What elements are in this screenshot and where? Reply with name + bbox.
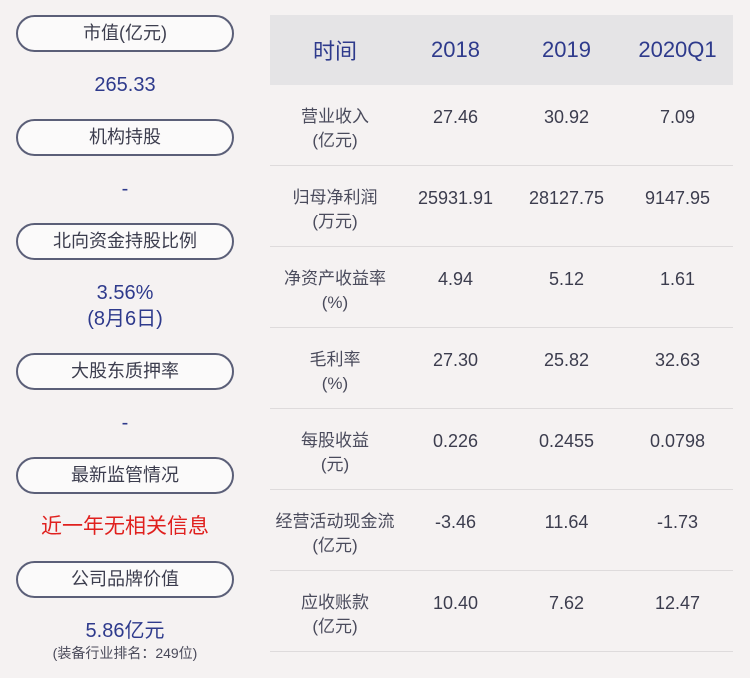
regulation-value: 近一年无相关信息 xyxy=(41,515,209,538)
row-value: 25931.91 xyxy=(417,188,494,208)
row-label: 每股收益 (元) xyxy=(270,429,400,477)
table-row: 净资产收益率 (%) 4.94 5.12 1.61 xyxy=(270,247,733,328)
company-summary-panel: 市值(亿元) 265.33 机构持股 - 北向资金持股比例 3.56% (8月6… xyxy=(0,0,250,678)
row-value: 4.94 xyxy=(437,269,474,289)
row-value: 25.82 xyxy=(543,350,590,370)
row-label-name: 经营活动现金流 xyxy=(275,512,395,531)
row-value: -3.46 xyxy=(434,512,477,532)
header-time: 时间 xyxy=(312,39,357,64)
row-label: 经营活动现金流 (亿元) xyxy=(270,510,400,558)
row-label-name: 归母净利润 xyxy=(292,188,378,207)
row-label-name: 营业收入 xyxy=(301,107,369,126)
header-2018: 2018 xyxy=(431,37,480,62)
row-value: 30.92 xyxy=(543,107,590,127)
row-label: 净资产收益率 (%) xyxy=(270,267,400,315)
financial-table: 时间 2018 2019 2020Q1 营业收入 (亿元) 27.46 30.92 7.… xyxy=(270,15,733,652)
row-label-unit: (%) xyxy=(321,374,349,393)
row-label: 归母净利润 (万元) xyxy=(270,186,400,234)
header-2019: 2019 xyxy=(542,37,591,62)
row-label: 营业收入 (亿元) xyxy=(270,105,400,153)
table-header: 时间 2018 2019 2020Q1 xyxy=(270,15,733,85)
row-label-name: 应收账款 xyxy=(301,593,369,612)
brand-value: 5.86亿元 xyxy=(85,620,165,642)
table-row: 应收账款 (亿元) 10.40 7.62 12.47 xyxy=(270,571,733,652)
northbound-ratio-label: 北向资金持股比例 xyxy=(16,223,234,260)
northbound-ratio-date: (8月6日) xyxy=(87,308,163,330)
row-label-name: 净资产收益率 xyxy=(284,269,386,288)
row-value: 12.47 xyxy=(654,593,701,613)
row-value: 11.64 xyxy=(544,512,589,532)
table-row: 营业收入 (亿元) 27.46 30.92 7.09 xyxy=(270,85,733,166)
institution-holding-value: - xyxy=(121,178,129,200)
northbound-ratio-value: 3.56% xyxy=(96,282,154,304)
row-value: 32.63 xyxy=(654,350,701,370)
pledge-ratio-value: - xyxy=(121,412,129,434)
pledge-ratio-label: 大股东质押率 xyxy=(16,353,234,390)
header-2020q1: 2020Q1 xyxy=(638,37,717,62)
table-row: 经营活动现金流 (亿元) -3.46 11.64 -1.73 xyxy=(270,490,733,571)
row-value: -1.73 xyxy=(656,512,699,532)
row-label-name: 毛利率 xyxy=(309,350,361,369)
row-label: 毛利率 (%) xyxy=(270,348,400,396)
row-value: 10.40 xyxy=(432,593,479,613)
brand-rank-note: (装备行业排名：249位) xyxy=(52,645,198,661)
table-row: 每股收益 (元) 0.226 0.2455 0.0798 xyxy=(270,409,733,490)
row-value: 0.226 xyxy=(432,431,479,451)
row-label-unit: (%) xyxy=(321,293,349,312)
market-cap-label: 市值(亿元) xyxy=(16,15,234,52)
institution-holding-label: 机构持股 xyxy=(16,119,234,156)
row-label-unit: (亿元) xyxy=(312,131,358,150)
row-value: 5.12 xyxy=(548,269,585,289)
row-value: 1.61 xyxy=(659,269,696,289)
market-cap-value: 265.33 xyxy=(94,74,156,96)
row-value: 28127.75 xyxy=(528,188,605,208)
brand-value-label: 公司品牌价值 xyxy=(16,561,234,598)
row-label-unit: (万元) xyxy=(312,212,358,231)
row-label-unit: (亿元) xyxy=(312,617,358,636)
row-label-name: 每股收益 xyxy=(301,431,369,450)
row-value: 9147.95 xyxy=(644,188,711,208)
row-label: 应收账款 (亿元) xyxy=(270,591,400,639)
table-row: 归母净利润 (万元) 25931.91 28127.75 9147.95 xyxy=(270,166,733,247)
row-label-unit: (元) xyxy=(320,455,350,474)
row-value: 7.62 xyxy=(548,593,585,613)
row-value: 27.30 xyxy=(432,350,479,370)
regulation-label: 最新监管情况 xyxy=(16,457,234,494)
row-label-unit: (亿元) xyxy=(312,536,358,555)
table-row: 毛利率 (%) 27.30 25.82 32.63 xyxy=(270,328,733,409)
row-value: 0.0798 xyxy=(649,431,706,451)
row-value: 27.46 xyxy=(432,107,479,127)
row-value: 7.09 xyxy=(659,107,696,127)
row-value: 0.2455 xyxy=(538,431,595,451)
